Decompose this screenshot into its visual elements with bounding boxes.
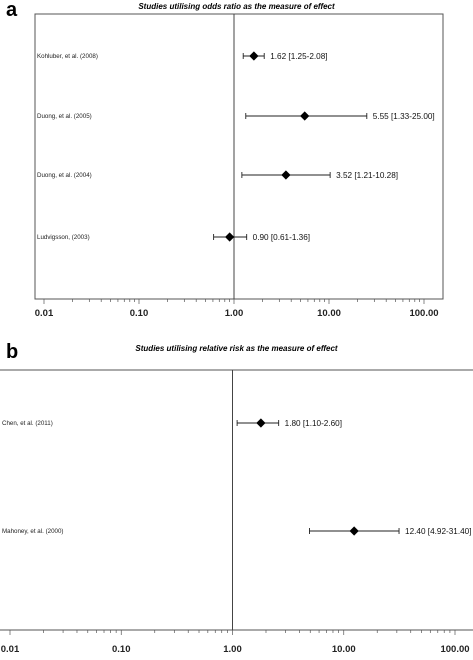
x-tick-label: 10.00 [317,308,341,319]
x-tick-label: 1.00 [223,644,242,655]
ci-text-label: 1.80 [1.10-2.60] [285,419,342,428]
x-tick-label: 0.10 [130,308,149,319]
ci-text-label: 5.55 [1.33-25.00] [373,112,435,121]
point-estimate-diamond [249,51,259,61]
panel-a-letter: a [6,0,18,21]
point-estimate-diamond [349,526,359,536]
point-estimate-diamond [225,232,235,242]
study-label: Chen, et al. (2011) [2,420,53,427]
study-label: Duong, et al. (2004) [37,172,92,179]
x-tick-label: 1.00 [225,308,244,319]
study-label: Kohluber, et al. (2008) [37,53,98,60]
study-label: Mahoney, et al. (2000) [2,528,63,535]
panel-b-title: Studies utilising relative risk as the m… [135,344,338,353]
ci-text-label: 12.40 [4.92-31.40] [405,527,471,536]
study-label: Ludvigsson, (2003) [37,234,90,241]
panel-a-title: Studies utilising odds ratio as the meas… [138,2,335,11]
point-estimate-diamond [300,111,310,121]
x-tick-label: 0.10 [112,644,131,655]
x-tick-label: 10.00 [332,644,356,655]
x-tick-label: 100.00 [440,644,469,655]
study-label: Duong, et al. (2005) [37,113,92,120]
point-estimate-diamond [281,170,291,180]
x-tick-label: 100.00 [409,308,438,319]
forest-plot-a: 0.01 0.10 1.00 10.00 100.00 Kohluber, et al. … [34,13,444,319]
panel-b-letter: b [6,341,19,363]
forest-plot-b: 0.01 0.10 1.00 10.00 100.00 Chen, et al. (201… [0,369,473,655]
ci-text-label: 3.52 [1.21-10.28] [336,171,398,180]
x-tick-label: 0.01 [35,308,54,319]
point-estimate-diamond [256,418,266,428]
ci-text-label: 0.90 [0.61-1.36] [253,233,310,242]
ci-text-label: 1.62 [1.25-2.08] [270,52,327,61]
x-tick-label: 0.01 [1,644,20,655]
